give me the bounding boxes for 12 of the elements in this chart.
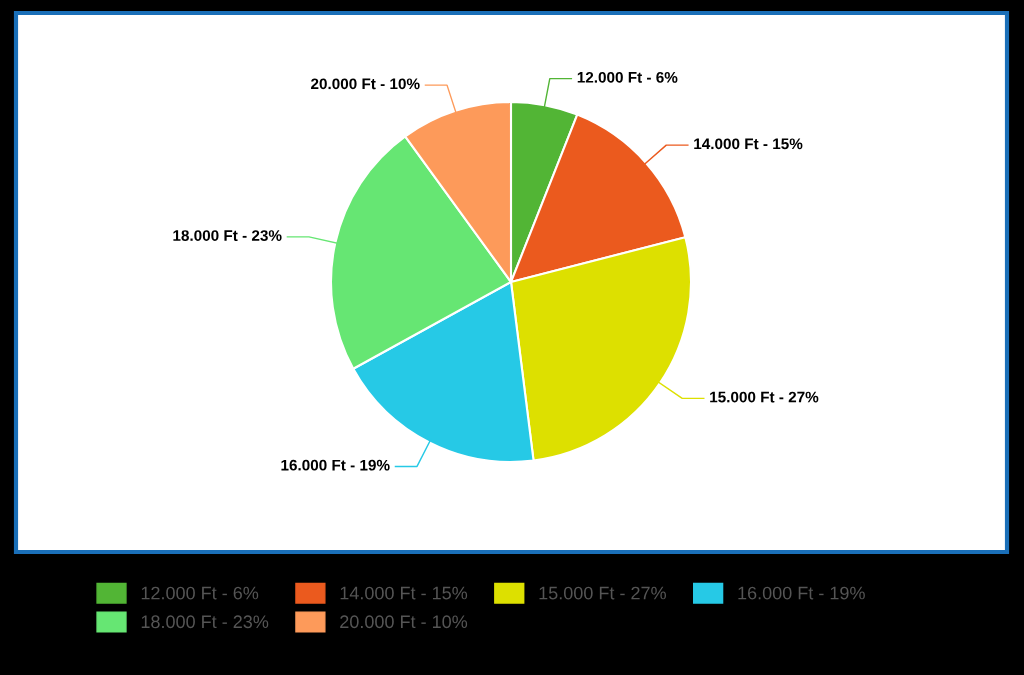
legend-label: 16.000 Ft - 19% <box>738 586 865 600</box>
legend-label: 12.000 Ft - 6% <box>141 586 259 600</box>
slice-label: 12.000 Ft - 6% <box>577 71 678 83</box>
legend-label: 15.000 Ft - 27% <box>539 586 666 600</box>
slice-label: 18.000 Ft - 23% <box>173 230 282 241</box>
legend-label: 20.000 Ft - 10% <box>340 615 468 629</box>
slice-label: 15.000 Ft - 27% <box>710 391 819 403</box>
slice-label: 16.000 Ft - 19% <box>281 459 390 471</box>
legend-label: 18.000 Ft - 23% <box>141 615 269 629</box>
legend-label: 14.000 Ft - 15% <box>340 586 468 600</box>
slice-label: 20.000 Ft - 10% <box>311 78 420 90</box>
slice-label: 14.000 Ft - 15% <box>694 138 803 150</box>
